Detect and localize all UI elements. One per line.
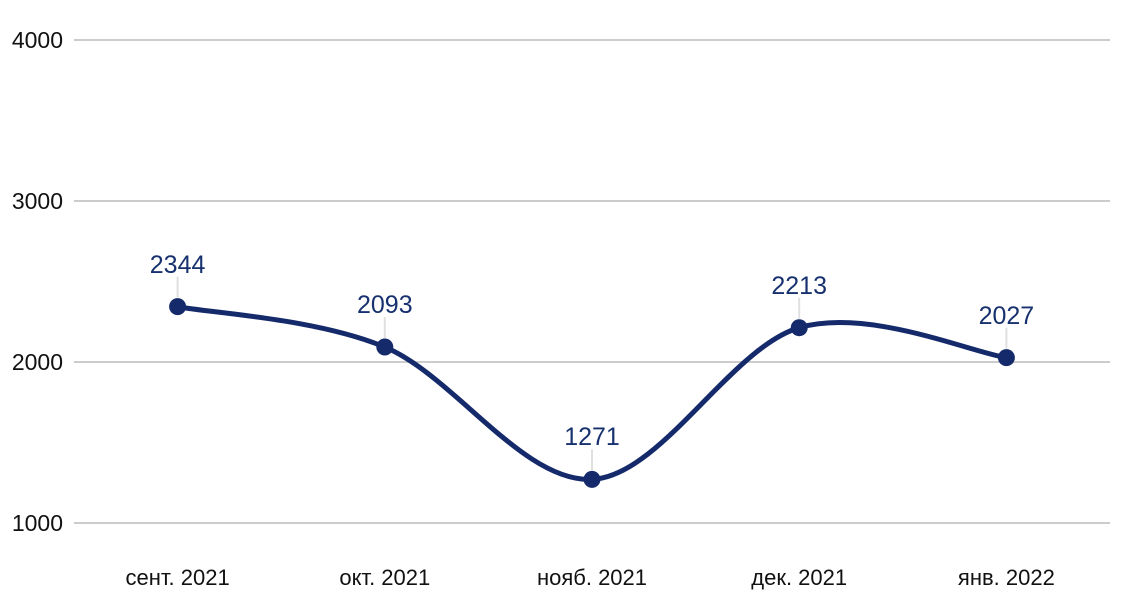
x-axis-tick: окт. 2021 (339, 565, 431, 590)
y-axis-tick: 3000 (11, 188, 63, 214)
data-label: 2213 (771, 271, 827, 300)
y-axis-tick: 1000 (11, 510, 63, 536)
data-point (997, 349, 1015, 367)
y-axis-tick: 4000 (11, 27, 63, 53)
data-point (790, 319, 808, 337)
x-axis-tick: сент. 2021 (125, 565, 230, 590)
x-axis-tick: нояб. 2021 (536, 565, 648, 590)
data-point (169, 298, 187, 316)
x-axis-tick: янв. 2022 (957, 565, 1055, 590)
y-axis-tick: 2000 (11, 349, 63, 375)
x-axis-tick: дек. 2021 (751, 565, 848, 590)
data-label: 2344 (149, 250, 206, 279)
data-point (583, 470, 601, 488)
data-label: 2093 (356, 291, 413, 320)
data-label: 1271 (564, 423, 620, 452)
data-point (376, 338, 394, 356)
data-label: 2027 (978, 301, 1035, 330)
